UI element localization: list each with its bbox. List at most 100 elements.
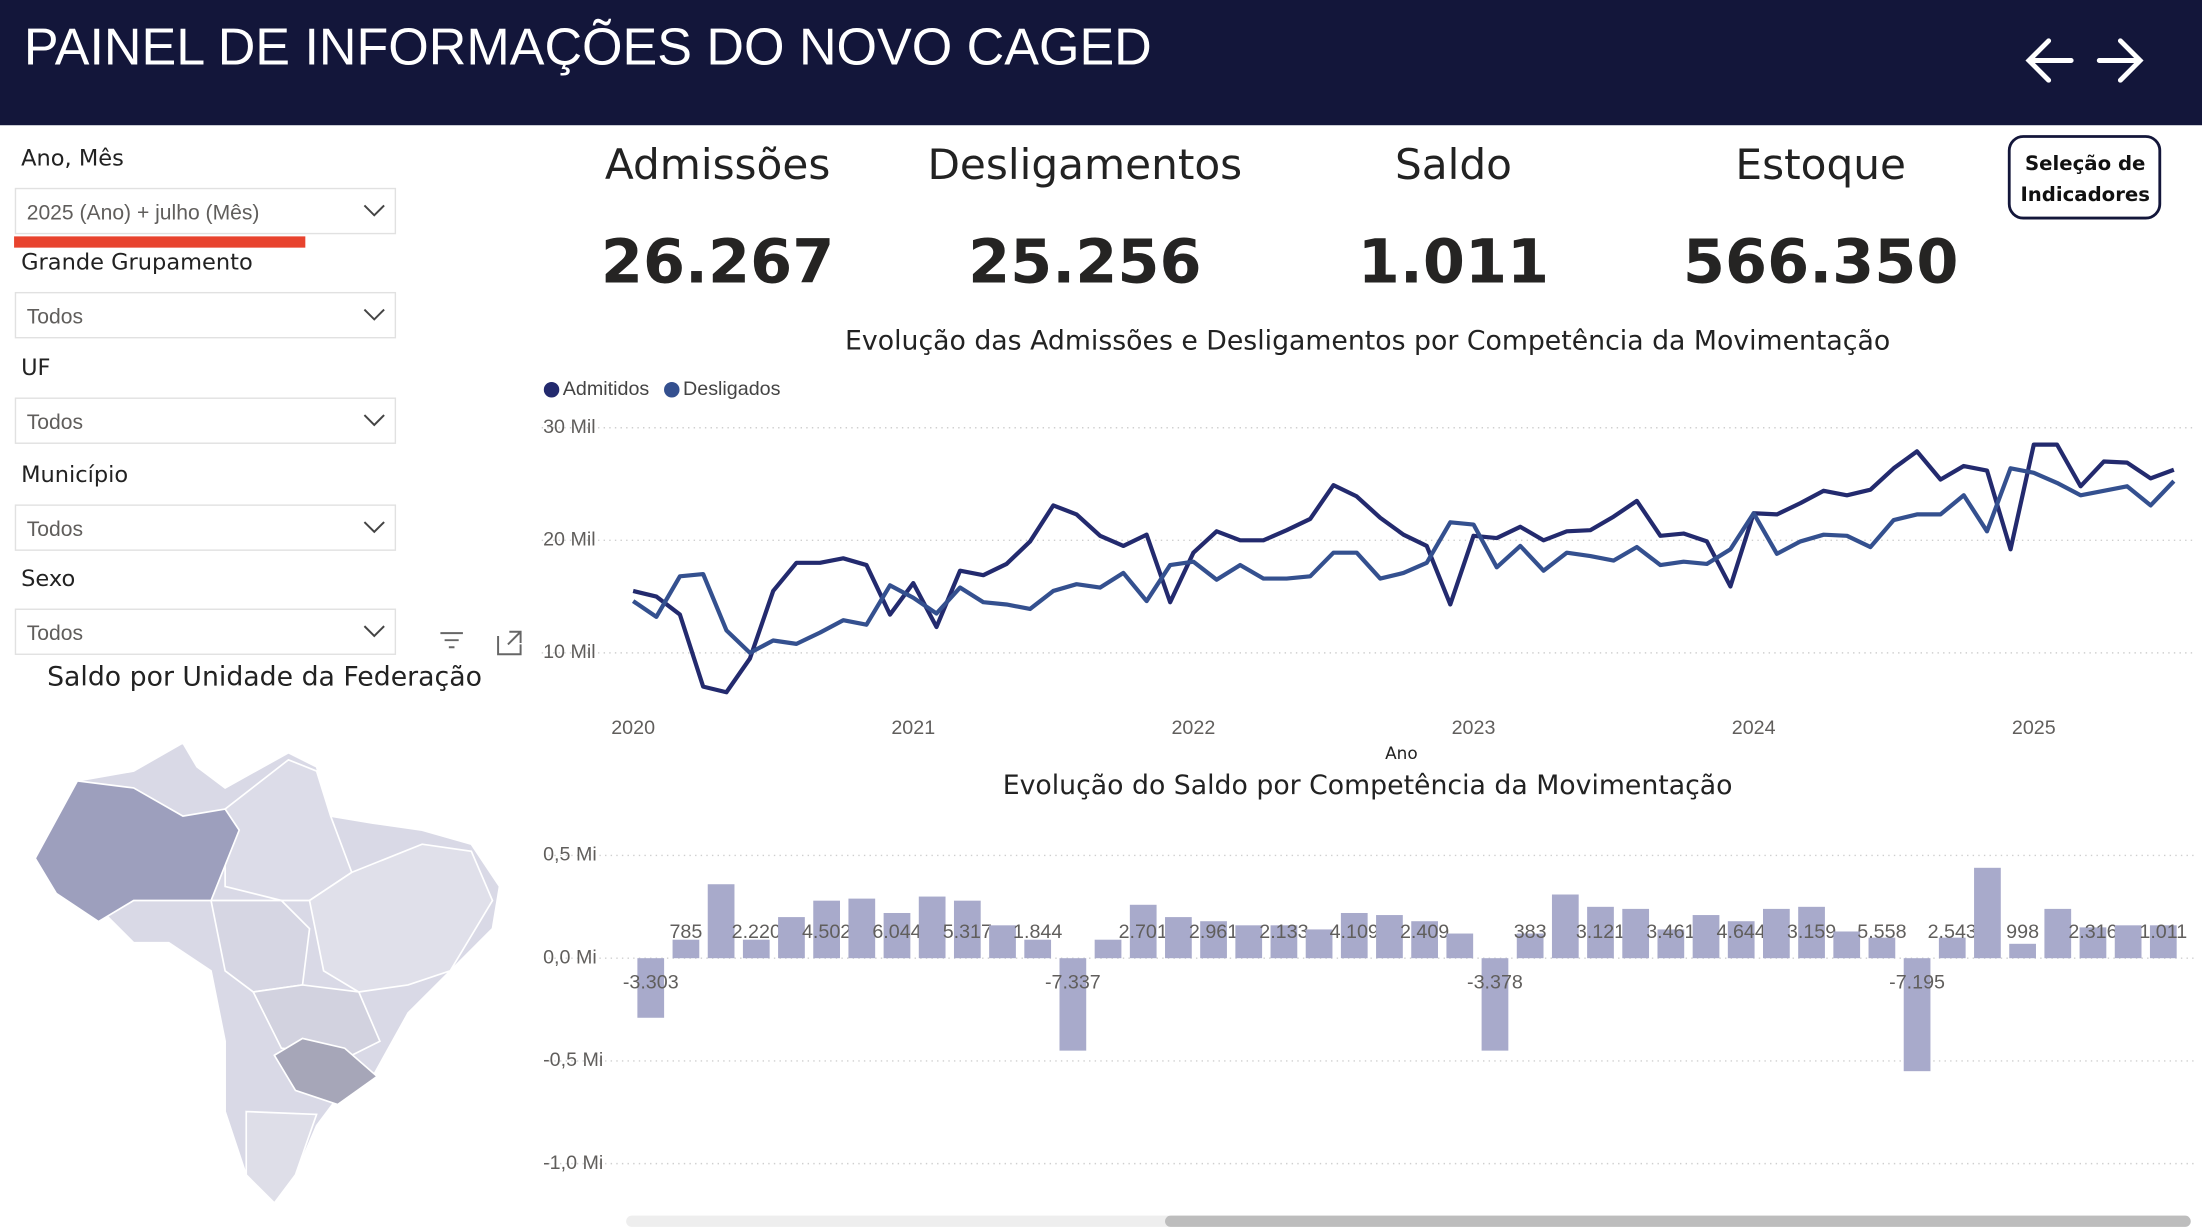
bar bbox=[1833, 931, 1861, 959]
bar bbox=[1868, 937, 1896, 959]
line-series bbox=[632, 442, 2175, 695]
bar bbox=[1200, 921, 1227, 959]
bar bbox=[1094, 939, 1122, 959]
filter-label: UF bbox=[21, 355, 50, 381]
dropdown-value[interactable]: Todos bbox=[27, 411, 83, 434]
bar bbox=[672, 939, 700, 959]
dropdown-value[interactable]: Todos bbox=[27, 518, 83, 541]
bar bbox=[1411, 921, 1438, 959]
bar bbox=[778, 917, 805, 959]
bar-annotation: 1.011 bbox=[2139, 921, 2187, 943]
bar bbox=[1798, 906, 1825, 959]
x-tick-label: 2020 bbox=[611, 717, 655, 739]
dropdown-chevron[interactable] bbox=[363, 521, 385, 534]
bar bbox=[2079, 927, 2107, 959]
dropdown[interactable] bbox=[14, 608, 397, 655]
bar bbox=[1165, 917, 1192, 959]
button-text[interactable]: Indicadores bbox=[2020, 183, 2150, 206]
bar-annotation: 3.121 bbox=[1576, 921, 1625, 943]
chart-title: Evolução do Saldo por Competência da Mov… bbox=[1003, 770, 1733, 801]
bar bbox=[1657, 929, 1685, 959]
bar-annotation: 2.220 bbox=[732, 921, 781, 943]
bar bbox=[1974, 867, 2001, 959]
y-tick-label: 0,0 Mi bbox=[543, 946, 597, 968]
filter-label: Grande Grupamento bbox=[21, 250, 253, 276]
forward-arrow[interactable] bbox=[2096, 38, 2144, 83]
x-axis-label: Ano bbox=[1385, 743, 1418, 763]
dropdown-value[interactable]: Todos bbox=[27, 306, 83, 329]
indicator-button[interactable] bbox=[2007, 135, 2162, 220]
bar bbox=[742, 939, 770, 959]
back-arrow[interactable] bbox=[2025, 38, 2074, 83]
kpi-value: 566.350 bbox=[1683, 228, 1959, 298]
chart-title: Evolução das Admissões e Desligamentos p… bbox=[845, 325, 1890, 356]
bar-annotation: 4.644 bbox=[1717, 921, 1766, 943]
bar-annotation: -3.303 bbox=[623, 972, 679, 994]
dropdown-value[interactable]: Todos bbox=[27, 622, 83, 645]
focus-icon[interactable] bbox=[497, 630, 522, 656]
bar bbox=[1059, 958, 1087, 1051]
bar-annotation: 4.109 bbox=[1330, 921, 1379, 943]
bar bbox=[1376, 915, 1403, 959]
kpi-value: 26.267 bbox=[601, 228, 834, 298]
bar bbox=[813, 900, 840, 959]
dropdown[interactable] bbox=[14, 187, 397, 235]
bar bbox=[1516, 933, 1544, 959]
dropdown-chevron[interactable] bbox=[363, 414, 385, 427]
bar bbox=[1481, 958, 1509, 1051]
bar bbox=[1692, 915, 1720, 959]
bar bbox=[883, 912, 911, 959]
bar-annotation: -7.337 bbox=[1045, 972, 1101, 994]
bar bbox=[637, 958, 665, 1018]
y-tick-label: 20 Mil bbox=[543, 529, 596, 551]
y-tick-label: 30 Mil bbox=[543, 416, 596, 438]
bar bbox=[1551, 894, 1579, 959]
bar bbox=[1622, 908, 1650, 959]
region bbox=[251, 984, 381, 1057]
highlight-underline bbox=[14, 236, 306, 248]
bar bbox=[2149, 925, 2177, 959]
scroll-thumb[interactable] bbox=[1165, 1215, 2191, 1227]
dropdown-value[interactable]: 2025 (Ano) + julho (Mês) bbox=[27, 201, 260, 224]
y-tick-label: 10 Mil bbox=[543, 641, 596, 663]
kpi-label: Saldo bbox=[1395, 140, 1512, 189]
y-tick-label: -1,0 Mi bbox=[543, 1152, 603, 1174]
filter-icon[interactable] bbox=[440, 632, 463, 649]
region bbox=[308, 843, 494, 993]
x-tick-label: 2023 bbox=[1452, 717, 1496, 739]
bar-annotation: 4.502 bbox=[802, 921, 851, 943]
map-title: Saldo por Unidade da Federação bbox=[47, 662, 482, 693]
legend-dot bbox=[664, 382, 680, 398]
line-series bbox=[631, 466, 2176, 655]
dropdown-chevron[interactable] bbox=[363, 204, 385, 217]
bar-annotation: 6.044 bbox=[872, 921, 921, 943]
bar-annotation: 1.844 bbox=[1013, 921, 1062, 943]
bar bbox=[1727, 921, 1755, 959]
kpi-value: 25.256 bbox=[968, 228, 1201, 298]
region bbox=[245, 1110, 318, 1205]
kpi-label: Estoque bbox=[1735, 140, 1906, 189]
bar bbox=[1446, 933, 1474, 959]
nav-arrows[interactable] bbox=[2025, 38, 2144, 83]
bar-annotation: 5.317 bbox=[943, 921, 992, 943]
bar bbox=[2114, 925, 2142, 959]
dropdown-chevron[interactable] bbox=[363, 308, 385, 321]
bar bbox=[1235, 925, 1263, 959]
legend-label: Admitidos bbox=[563, 378, 650, 400]
bar bbox=[2009, 943, 2036, 959]
kpi-label: Admissões bbox=[605, 140, 831, 189]
bar-annotation: 2.961 bbox=[1189, 921, 1238, 943]
bar bbox=[1763, 908, 1790, 959]
dropdown[interactable] bbox=[14, 291, 397, 339]
x-tick-label: 2022 bbox=[1171, 717, 1215, 739]
dropdown-chevron[interactable] bbox=[363, 625, 385, 638]
bar-annotation: 2.409 bbox=[1400, 921, 1449, 943]
y-tick-label: -0,5 Mi bbox=[543, 1049, 603, 1071]
dropdown[interactable] bbox=[14, 397, 397, 444]
kpi-value: 1.011 bbox=[1358, 228, 1549, 298]
dropdown[interactable] bbox=[14, 504, 397, 551]
visual-icons[interactable] bbox=[440, 630, 522, 656]
button-text[interactable]: Seleção de bbox=[2025, 152, 2145, 175]
